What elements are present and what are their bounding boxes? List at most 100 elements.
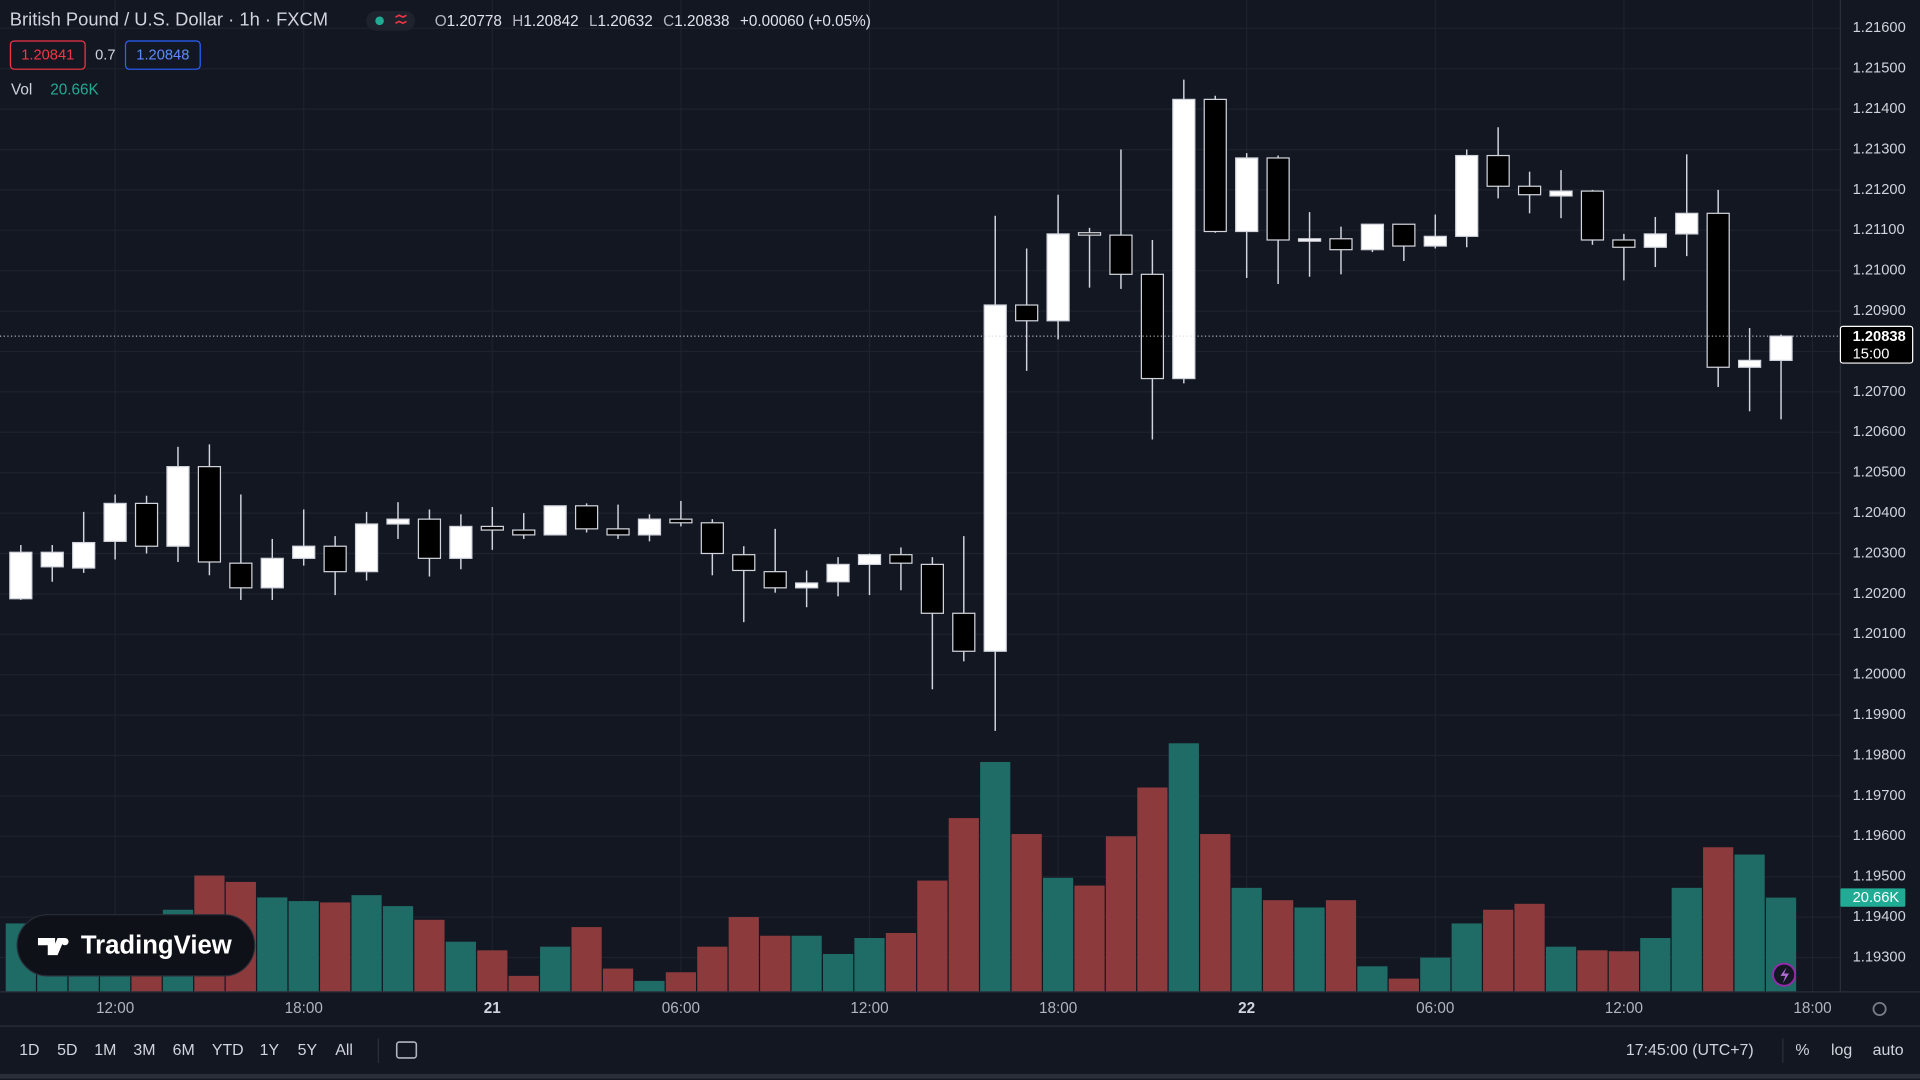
candle-body [1392,223,1416,247]
candle-body [669,518,693,524]
candle-body [795,582,819,589]
range-button[interactable]: 1M [94,1042,116,1059]
candle-body [1643,233,1667,248]
volume-bar [1357,966,1388,992]
y-tick-label: 1.20300 [1853,545,1906,561]
y-tick-label: 1.20700 [1853,384,1906,400]
candle-body [1706,212,1730,368]
candle-body [1455,154,1479,237]
candle-body [260,557,284,589]
logo[interactable]: TradingView [16,914,256,977]
volume-bar [414,919,445,992]
candle-body [920,563,944,614]
y-tick-label: 1.21000 [1853,263,1906,279]
volume-bar [854,938,885,992]
candle-body [417,518,442,559]
y-tick-label: 1.20900 [1853,303,1906,319]
volume-bar [540,946,571,992]
candle-body [1077,232,1102,236]
candle-body [1580,190,1605,241]
volume-bar [1294,907,1325,992]
scale-option[interactable]: log [1831,1042,1852,1059]
candle-body [9,551,33,600]
volume-bar [1451,923,1482,992]
candle-body [1360,223,1385,251]
spread: 0.7 [95,48,115,64]
candle-body [574,505,599,530]
sell-button[interactable] [9,40,86,70]
volume-bar [728,917,759,992]
volume-bar [1420,957,1451,992]
volume-bar [571,927,602,992]
last-price-badge [1839,325,1914,364]
settings-icon[interactable] [1872,1001,1887,1017]
candle-body [103,502,127,542]
volume-bar [1608,951,1639,992]
status-pill [366,11,416,31]
range-button[interactable]: 5Y [298,1042,318,1059]
y-tick-label: 1.19300 [1853,949,1906,965]
volume-bar [948,818,979,992]
candle-body [857,554,882,566]
range-button[interactable]: 1Y [260,1042,280,1059]
y-tick-label: 1.21500 [1853,61,1906,77]
volume-bar [760,935,791,992]
candle-body [732,554,756,572]
y-tick-label: 1.20600 [1853,424,1906,440]
range-button[interactable]: 5D [57,1042,77,1059]
candle-body [1203,98,1227,233]
toolbar-bg [0,1026,1920,1080]
clock[interactable]: 17:45:00 (UTC+7) [1626,1042,1754,1059]
candle-body [386,518,410,525]
volume-bar [1483,909,1514,992]
last-price-label: 1.20838 [1853,329,1906,345]
y-tick-label: 1.20200 [1853,586,1906,602]
sell-price[interactable]: 1.20841 [21,48,74,64]
y-tick-label: 1.19600 [1853,828,1906,844]
range-button[interactable]: 1D [19,1042,39,1059]
volume-bar [791,935,822,992]
candles [9,79,1793,731]
volume-bar [885,933,917,992]
volume-bar [634,980,665,992]
volume-bar [508,975,539,992]
candle-body [1517,185,1542,196]
ohlc-letter: L [589,13,598,30]
candle-body [1329,238,1353,251]
y-tick-label: 1.19700 [1853,788,1906,804]
candle-body [606,528,630,536]
range-button[interactable]: All [335,1042,353,1059]
candle-body [1675,212,1699,235]
scale-option[interactable]: % [1795,1042,1809,1059]
x-tick-label: 12:00 [96,1000,134,1017]
scale-option[interactable]: auto [1873,1042,1904,1059]
symbol-title[interactable]: British Pound / U.S. Dollar · 1h · FXCM [10,9,328,30]
range-button[interactable]: 3M [133,1042,155,1059]
ohlc-letter: H [512,13,523,30]
x-tick-label: 06:00 [662,1000,700,1017]
candle-body [1737,359,1762,368]
candle-body [1235,157,1259,233]
buy-button[interactable] [124,40,201,70]
x-tick-label: 12:00 [850,1000,888,1017]
logo-text[interactable]: TradingView [81,931,233,959]
date-range-icon[interactable] [395,1041,418,1059]
volume-legend-value: 20.66K [50,82,99,99]
x-tick-label: 18:00 [1039,1000,1077,1017]
volume-bar [822,953,854,992]
candle-body [1046,233,1070,322]
volume-bar [697,946,728,992]
y-tick-label: 1.20400 [1853,505,1906,521]
volume-bar [665,972,697,992]
volume-bar [257,897,288,992]
candle-body [354,523,379,573]
candle-body [983,304,1007,652]
candle-body [1266,157,1290,241]
buy-price[interactable]: 1.20848 [136,48,189,64]
volume-bar [477,950,508,992]
range-button[interactable]: YTD [212,1042,244,1059]
range-button[interactable]: 6M [173,1042,195,1059]
market-open-dot [375,16,384,26]
logo-badge[interactable] [16,914,256,977]
